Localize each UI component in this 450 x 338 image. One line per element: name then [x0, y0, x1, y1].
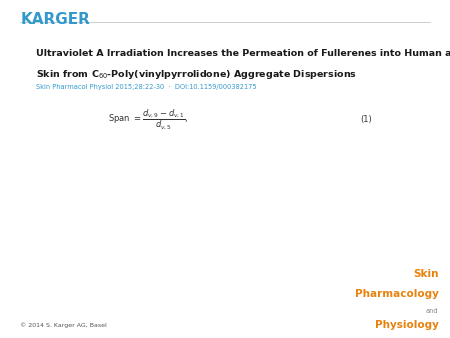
Text: Skin Pharmacol Physiol 2015;28:22-30  ·  DOI:10.1159/000382175: Skin Pharmacol Physiol 2015;28:22-30 · D…: [36, 84, 256, 90]
Text: Physiology: Physiology: [375, 319, 439, 330]
Text: Skin from C$_{60}$-Poly(vinylpyrrolidone) Aggregate Dispersions: Skin from C$_{60}$-Poly(vinylpyrrolidone…: [36, 68, 357, 80]
Text: Span $= \dfrac{d_{v,9} - d_{v,1}}{d_{v,5}},$: Span $= \dfrac{d_{v,9} - d_{v,1}}{d_{v,5…: [108, 108, 189, 132]
Text: © 2014 S. Karger AG, Basel: © 2014 S. Karger AG, Basel: [20, 322, 107, 328]
Text: Pharmacology: Pharmacology: [355, 289, 439, 299]
Text: Skin: Skin: [413, 269, 439, 279]
Text: (1): (1): [360, 116, 372, 124]
Text: KARGER: KARGER: [20, 12, 90, 27]
Text: Ultraviolet A Irradiation Increases the Permeation of Fullerenes into Human and : Ultraviolet A Irradiation Increases the …: [36, 49, 450, 58]
Text: and: and: [426, 308, 439, 314]
